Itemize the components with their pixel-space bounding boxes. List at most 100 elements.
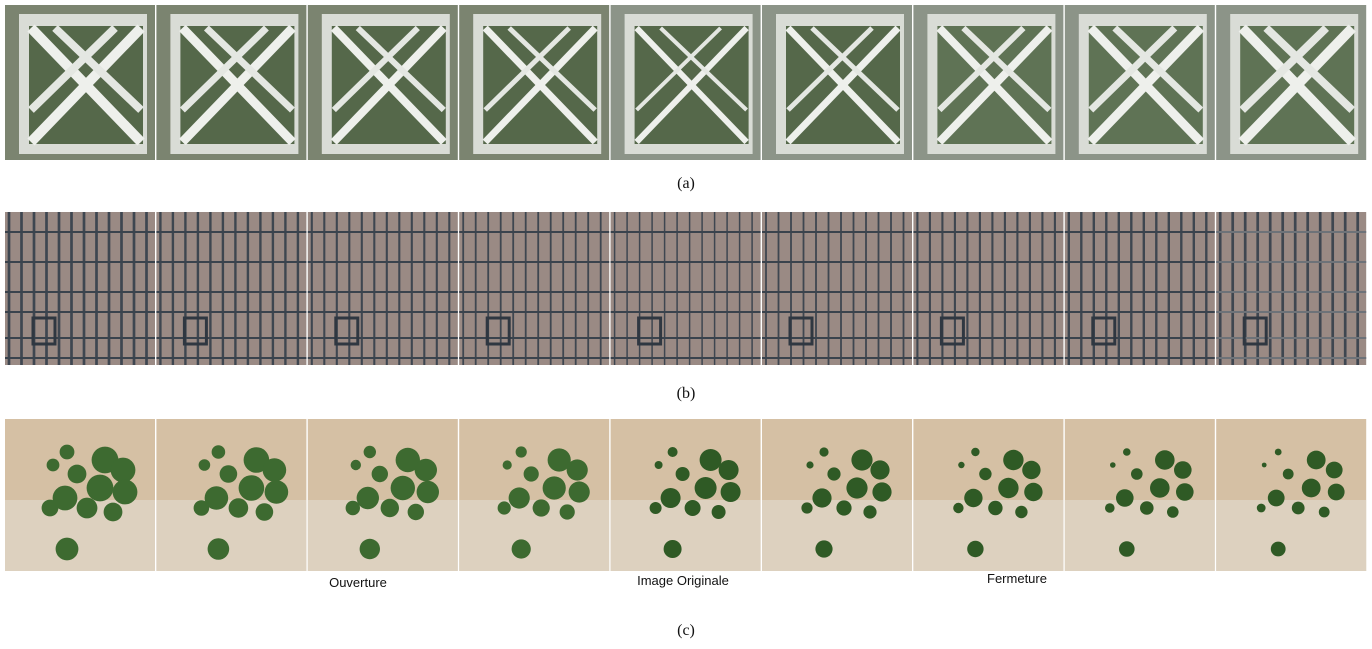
field-circle [1110, 462, 1116, 468]
field-circle [212, 445, 226, 459]
field-circle [512, 539, 531, 558]
field-circle [1105, 503, 1115, 513]
field-circle [351, 460, 361, 470]
tile-bg [5, 212, 155, 365]
suburb-tile [913, 212, 1063, 365]
field-circle [56, 538, 79, 561]
field-circle [42, 500, 59, 517]
field-circle [87, 475, 114, 502]
tile-bg [913, 212, 1063, 365]
field-circle [1307, 451, 1326, 470]
field-circle [111, 458, 136, 483]
field-circle [958, 462, 964, 468]
airport-tile [913, 5, 1063, 160]
figure: (a) (b) Ouverture Image Originale Fermet… [0, 0, 1372, 649]
field-circle [1015, 506, 1027, 518]
field-circle [998, 478, 1018, 498]
caption-b: (b) [677, 385, 696, 402]
irrigation-tile [156, 419, 306, 571]
field-circle [967, 541, 983, 557]
field-circle [1271, 542, 1286, 557]
airport-tile [762, 5, 912, 160]
field-circle [863, 505, 876, 518]
field-circle [1123, 448, 1131, 456]
field-circle [1022, 461, 1040, 479]
field-circle [208, 538, 230, 560]
field-circle [661, 488, 681, 508]
field-circle [650, 502, 662, 514]
field-circle [569, 481, 590, 502]
field-circle [685, 500, 701, 516]
tile-bg [762, 212, 912, 365]
field-circle [1283, 469, 1294, 480]
haze [1065, 500, 1215, 571]
field-circle [503, 460, 512, 469]
suburb-tile [459, 212, 609, 365]
field-circle [239, 475, 265, 501]
field-circle [408, 504, 424, 520]
field-circle [560, 504, 575, 519]
airport-tile [459, 5, 609, 160]
field-circle [372, 466, 388, 482]
field-circle [381, 499, 399, 517]
suburb-tile [611, 212, 761, 365]
field-circle [1328, 484, 1345, 501]
field-circle [417, 481, 439, 503]
field-circle [265, 480, 289, 504]
field-circle [1326, 462, 1343, 479]
field-circle [836, 500, 851, 515]
field-circle [1150, 478, 1170, 498]
field-circle [872, 482, 891, 501]
airport-tile [308, 5, 458, 160]
field-circle [1003, 450, 1023, 470]
field-circle [509, 487, 530, 508]
field-circle [801, 502, 812, 513]
haze [913, 500, 1063, 571]
tile-bg [611, 212, 761, 365]
annotation: Fermeture [987, 571, 1047, 586]
field-circle [819, 447, 828, 456]
irrigation-tile [459, 419, 609, 571]
field-circle [721, 482, 741, 502]
field-circle [827, 467, 840, 480]
field-circle [953, 503, 963, 513]
field-circle [870, 460, 889, 479]
field-circle [988, 501, 1002, 515]
field-circle [700, 449, 722, 471]
irrigation-tile [611, 419, 761, 571]
field-circle [668, 447, 678, 457]
field-circle [364, 446, 376, 458]
field-circle [1292, 502, 1305, 515]
field-circle [712, 505, 726, 519]
field-circle [979, 468, 991, 480]
field-circle [1140, 501, 1154, 515]
airport-tile [611, 5, 761, 160]
field-circle [533, 499, 550, 516]
field-circle [357, 487, 379, 509]
field-circle [199, 459, 211, 471]
field-circle [815, 540, 832, 557]
field-circle [60, 445, 75, 460]
field-circle [1268, 490, 1285, 507]
tile-bg [308, 212, 458, 365]
field-circle [77, 498, 98, 519]
field-circle [664, 540, 682, 558]
caption-c: (c) [677, 622, 695, 639]
field-circle [971, 448, 979, 456]
suburb-tile [156, 212, 306, 365]
field-circle [1119, 541, 1135, 557]
field-circle [346, 501, 360, 515]
field-circle [68, 465, 87, 484]
annotation: Image Originale [637, 573, 729, 588]
field-circle [1257, 504, 1266, 513]
field-circle [655, 461, 663, 469]
field-circle [1262, 463, 1267, 468]
suburb-tile [1216, 212, 1366, 365]
field-circle [263, 458, 287, 482]
field-circle [104, 503, 123, 522]
field-circle [524, 466, 539, 481]
field-circle [360, 539, 380, 559]
irrigation-tile [1216, 419, 1366, 571]
tile-bg [1216, 212, 1366, 365]
irrigation-tile [1065, 419, 1215, 571]
